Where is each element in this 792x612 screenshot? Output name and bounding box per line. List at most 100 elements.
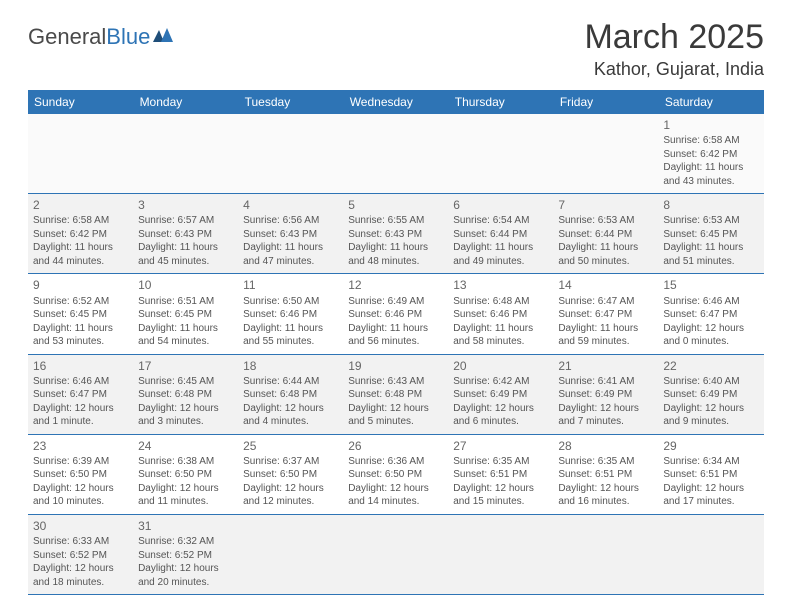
calendar-day-cell [343,514,448,594]
sunset-text: Sunset: 6:50 PM [138,468,233,482]
sunrise-text: Sunrise: 6:48 AM [453,295,548,309]
daylight-text: Daylight: 12 hours and 5 minutes. [348,402,443,429]
calendar-day-cell: 23Sunrise: 6:39 AMSunset: 6:50 PMDayligh… [28,434,133,514]
day-header: Wednesday [343,90,448,114]
sunrise-text: Sunrise: 6:51 AM [138,295,233,309]
daylight-text: Daylight: 11 hours and 48 minutes. [348,241,443,268]
sunset-text: Sunset: 6:43 PM [243,228,338,242]
calendar-day-cell [133,114,238,194]
daylight-text: Daylight: 12 hours and 18 minutes. [33,562,128,589]
sunrise-text: Sunrise: 6:41 AM [558,375,653,389]
page-header: GeneralBlue March 2025 Kathor, Gujarat, … [28,18,764,80]
day-number: 30 [33,518,128,534]
calendar-day-cell [238,514,343,594]
sunset-text: Sunset: 6:48 PM [138,388,233,402]
day-header: Friday [553,90,658,114]
logo-text-general: General [28,24,106,50]
sunrise-text: Sunrise: 6:35 AM [453,455,548,469]
sunset-text: Sunset: 6:51 PM [453,468,548,482]
calendar-day-cell: 4Sunrise: 6:56 AMSunset: 6:43 PMDaylight… [238,194,343,274]
calendar-day-cell: 3Sunrise: 6:57 AMSunset: 6:43 PMDaylight… [133,194,238,274]
calendar-day-cell [28,114,133,194]
sunrise-text: Sunrise: 6:36 AM [348,455,443,469]
sunrise-text: Sunrise: 6:58 AM [663,134,758,148]
calendar-day-cell: 10Sunrise: 6:51 AMSunset: 6:45 PMDayligh… [133,274,238,354]
calendar-day-cell: 30Sunrise: 6:33 AMSunset: 6:52 PMDayligh… [28,514,133,594]
sunset-text: Sunset: 6:46 PM [348,308,443,322]
day-header: Thursday [448,90,553,114]
sunset-text: Sunset: 6:45 PM [138,308,233,322]
sunset-text: Sunset: 6:50 PM [243,468,338,482]
daylight-text: Daylight: 11 hours and 54 minutes. [138,322,233,349]
sunrise-text: Sunrise: 6:49 AM [348,295,443,309]
day-header: Tuesday [238,90,343,114]
title-block: March 2025 Kathor, Gujarat, India [584,18,764,80]
day-number: 28 [558,438,653,454]
calendar-week-row: 16Sunrise: 6:46 AMSunset: 6:47 PMDayligh… [28,354,764,434]
calendar-table: Sunday Monday Tuesday Wednesday Thursday… [28,90,764,595]
day-header: Monday [133,90,238,114]
day-number: 14 [558,277,653,293]
calendar-day-cell: 26Sunrise: 6:36 AMSunset: 6:50 PMDayligh… [343,434,448,514]
daylight-text: Daylight: 12 hours and 15 minutes. [453,482,548,509]
location-text: Kathor, Gujarat, India [584,59,764,80]
sunrise-text: Sunrise: 6:35 AM [558,455,653,469]
calendar-day-cell: 31Sunrise: 6:32 AMSunset: 6:52 PMDayligh… [133,514,238,594]
day-number: 5 [348,197,443,213]
calendar-day-cell [238,114,343,194]
day-number: 18 [243,358,338,374]
calendar-day-cell: 2Sunrise: 6:58 AMSunset: 6:42 PMDaylight… [28,194,133,274]
daylight-text: Daylight: 11 hours and 43 minutes. [663,161,758,188]
sunrise-text: Sunrise: 6:37 AM [243,455,338,469]
daylight-text: Daylight: 12 hours and 6 minutes. [453,402,548,429]
sunrise-text: Sunrise: 6:46 AM [33,375,128,389]
sunrise-text: Sunrise: 6:57 AM [138,214,233,228]
sunset-text: Sunset: 6:44 PM [558,228,653,242]
daylight-text: Daylight: 12 hours and 11 minutes. [138,482,233,509]
calendar-day-cell: 8Sunrise: 6:53 AMSunset: 6:45 PMDaylight… [658,194,763,274]
day-header: Sunday [28,90,133,114]
calendar-day-cell: 13Sunrise: 6:48 AMSunset: 6:46 PMDayligh… [448,274,553,354]
daylight-text: Daylight: 12 hours and 7 minutes. [558,402,653,429]
daylight-text: Daylight: 12 hours and 9 minutes. [663,402,758,429]
day-number: 16 [33,358,128,374]
sunset-text: Sunset: 6:49 PM [558,388,653,402]
daylight-text: Daylight: 11 hours and 50 minutes. [558,241,653,268]
sunrise-text: Sunrise: 6:53 AM [663,214,758,228]
sunset-text: Sunset: 6:52 PM [138,549,233,563]
calendar-day-cell: 11Sunrise: 6:50 AMSunset: 6:46 PMDayligh… [238,274,343,354]
sunrise-text: Sunrise: 6:50 AM [243,295,338,309]
sunset-text: Sunset: 6:42 PM [33,228,128,242]
daylight-text: Daylight: 11 hours and 58 minutes. [453,322,548,349]
sunset-text: Sunset: 6:42 PM [663,148,758,162]
sunset-text: Sunset: 6:47 PM [558,308,653,322]
day-number: 17 [138,358,233,374]
day-number: 7 [558,197,653,213]
calendar-day-cell: 18Sunrise: 6:44 AMSunset: 6:48 PMDayligh… [238,354,343,434]
sunset-text: Sunset: 6:47 PM [663,308,758,322]
calendar-day-cell [658,514,763,594]
sunrise-text: Sunrise: 6:55 AM [348,214,443,228]
sunrise-text: Sunrise: 6:43 AM [348,375,443,389]
calendar-day-cell: 25Sunrise: 6:37 AMSunset: 6:50 PMDayligh… [238,434,343,514]
calendar-day-cell: 20Sunrise: 6:42 AMSunset: 6:49 PMDayligh… [448,354,553,434]
calendar-day-cell: 16Sunrise: 6:46 AMSunset: 6:47 PMDayligh… [28,354,133,434]
sunrise-text: Sunrise: 6:44 AM [243,375,338,389]
day-number: 25 [243,438,338,454]
calendar-week-row: 9Sunrise: 6:52 AMSunset: 6:45 PMDaylight… [28,274,764,354]
logo: GeneralBlue [28,18,175,50]
day-number: 29 [663,438,758,454]
calendar-day-cell [448,114,553,194]
day-number: 21 [558,358,653,374]
day-number: 24 [138,438,233,454]
calendar-day-cell: 19Sunrise: 6:43 AMSunset: 6:48 PMDayligh… [343,354,448,434]
logo-text-blue: Blue [106,24,150,50]
month-title: March 2025 [584,18,764,57]
daylight-text: Daylight: 11 hours and 53 minutes. [33,322,128,349]
sunset-text: Sunset: 6:46 PM [453,308,548,322]
calendar-page: GeneralBlue March 2025 Kathor, Gujarat, … [0,0,792,605]
day-number: 9 [33,277,128,293]
day-number: 12 [348,277,443,293]
daylight-text: Daylight: 12 hours and 16 minutes. [558,482,653,509]
sunset-text: Sunset: 6:49 PM [663,388,758,402]
